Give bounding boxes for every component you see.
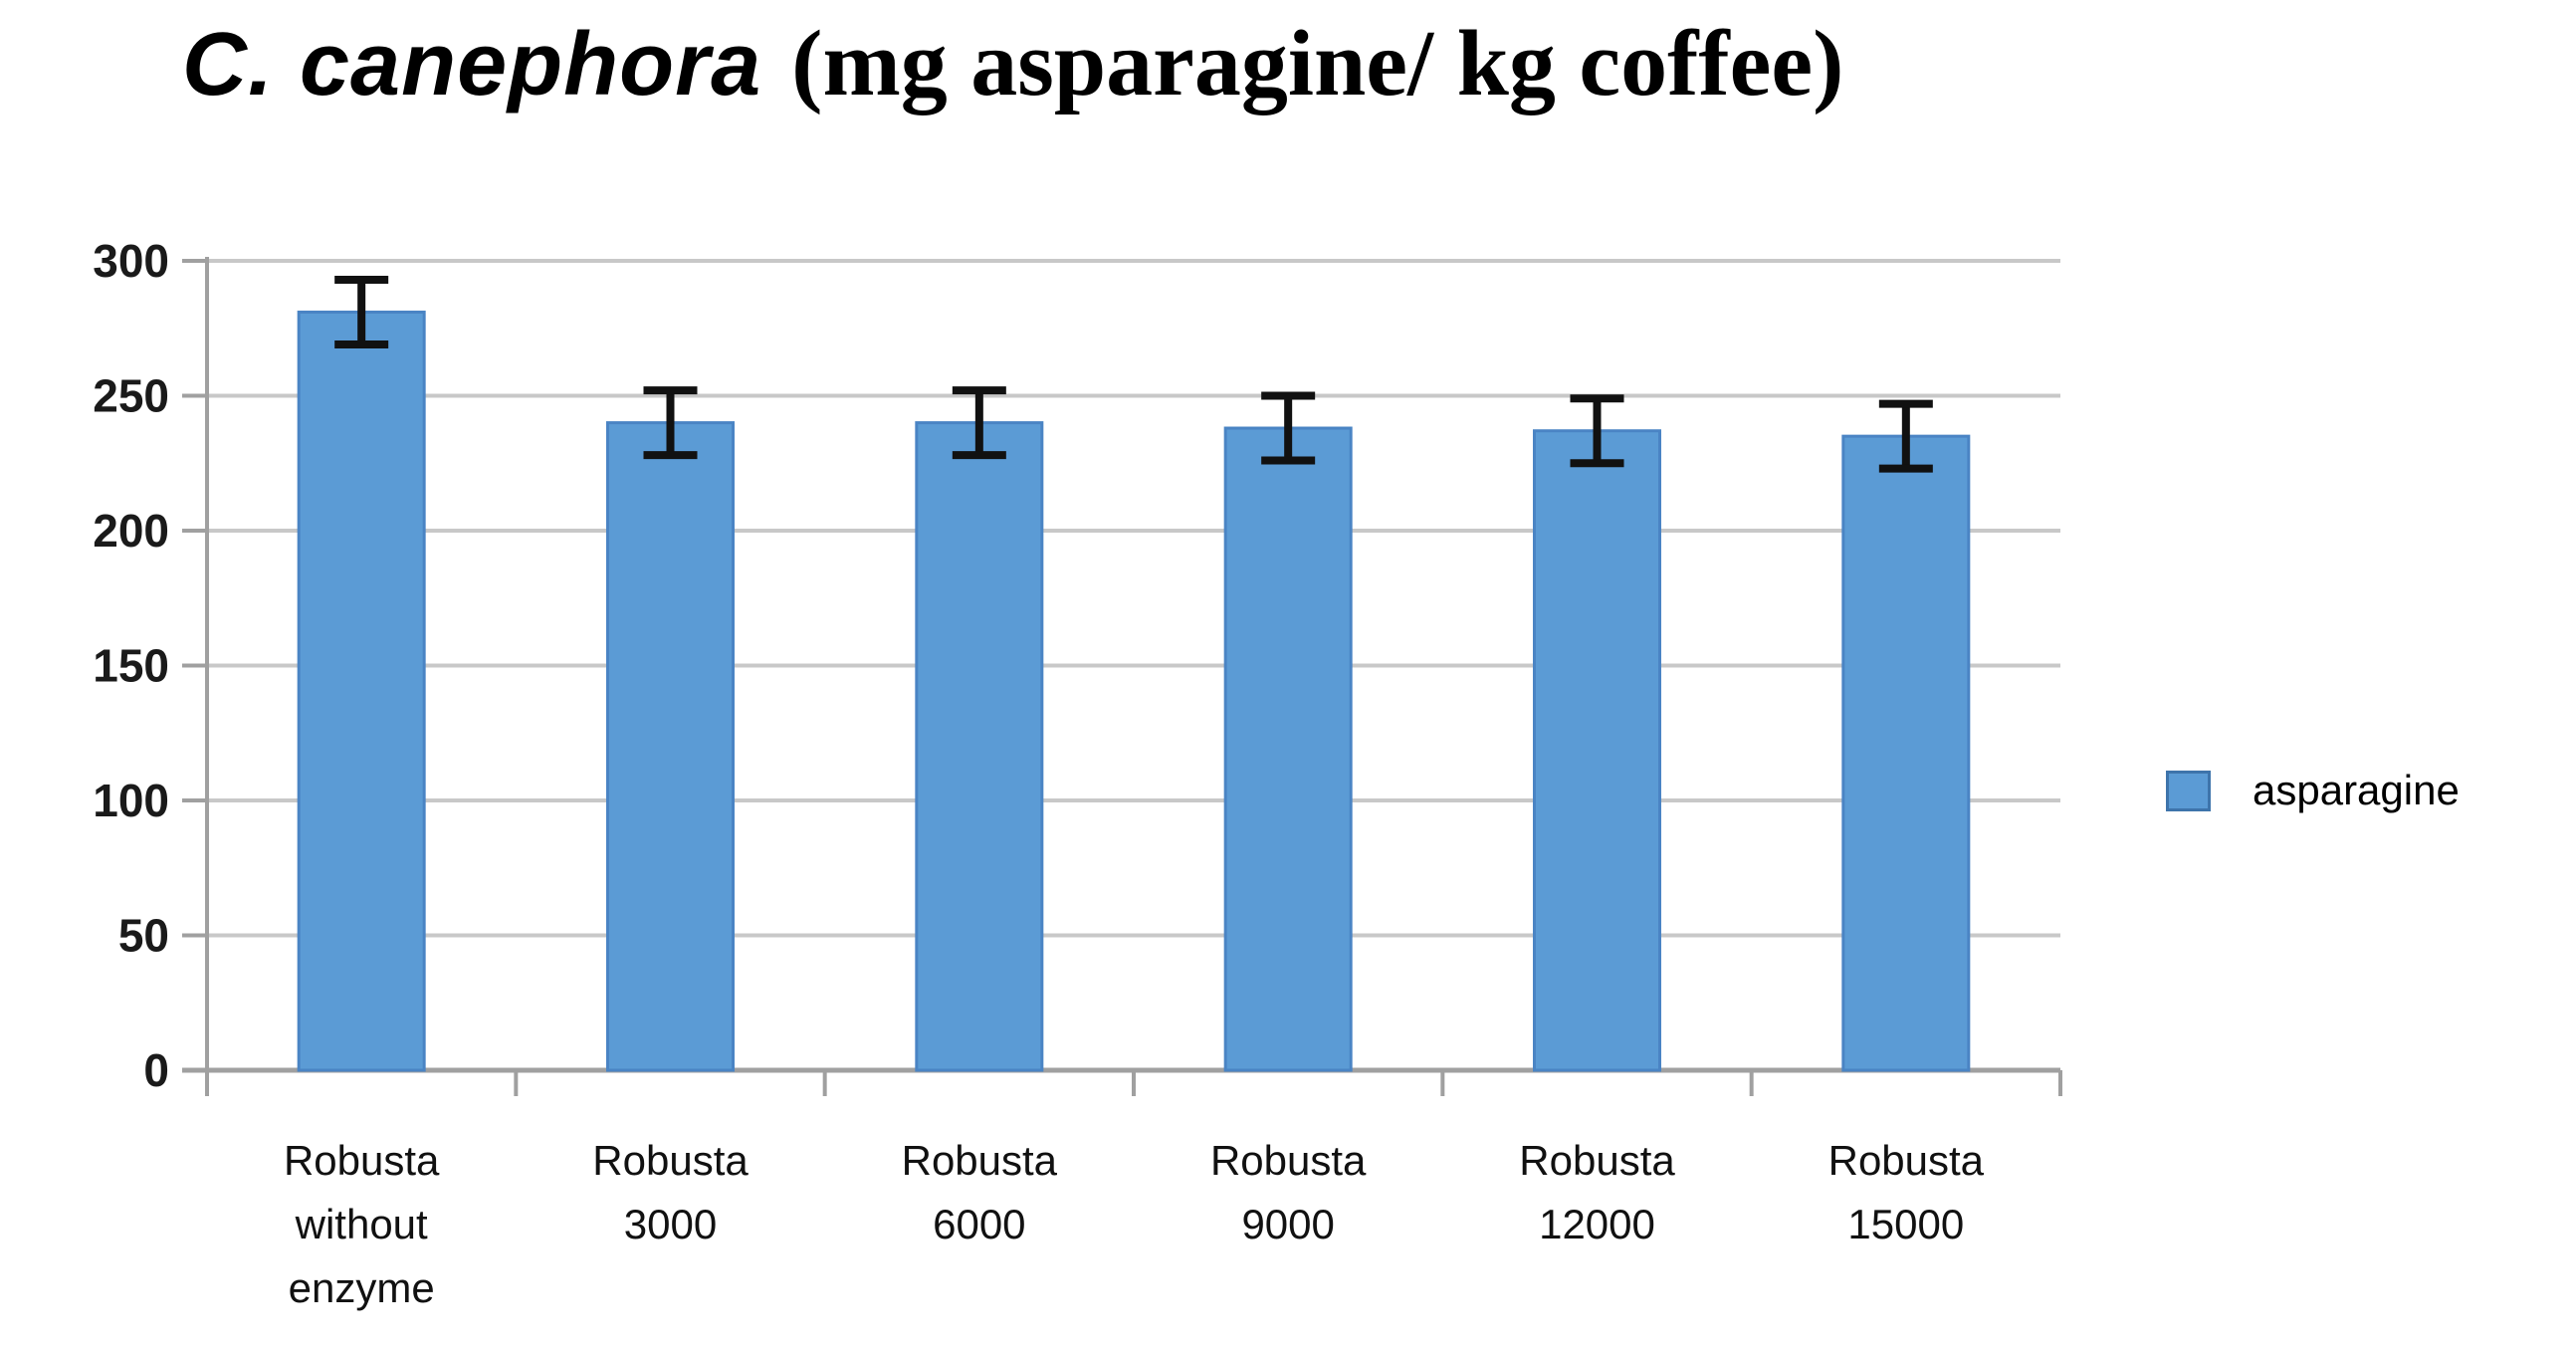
legend-swatch-asparagine <box>2166 770 2211 811</box>
x-category-label-4: Robusta 9000 <box>1210 1137 1367 1247</box>
bar-4 <box>1223 426 1353 1072</box>
y-tick-label-300: 300 <box>93 235 169 287</box>
x-category-label-2: Robusta 3000 <box>592 1137 749 1247</box>
bar-3 <box>915 421 1044 1072</box>
x-category-label-6: Robusta 15000 <box>1828 1137 1985 1247</box>
legend: asparagine <box>2166 767 2460 814</box>
y-tick-label-250: 250 <box>93 370 169 422</box>
title-units: (mg asparagine/ kg coffee) <box>791 12 1844 115</box>
x-category-label-1: Robusta without enzyme <box>284 1137 440 1311</box>
bar-2 <box>606 421 735 1072</box>
x-category-label-3: Robusta 6000 <box>902 1137 1058 1247</box>
title-species: C. canephora <box>182 15 762 114</box>
chart-title: C. canephora (mg asparagine/ kg coffee) <box>182 10 1843 117</box>
y-tick-label-50: 50 <box>118 910 169 962</box>
bar-6 <box>1841 434 1971 1072</box>
y-tick-label-0: 0 <box>143 1044 169 1096</box>
y-tick-label-200: 200 <box>93 505 169 557</box>
legend-label: asparagine <box>2253 767 2460 813</box>
bar-1 <box>297 310 426 1072</box>
y-tick-label-150: 150 <box>93 640 169 692</box>
x-category-label-5: Robusta 12000 <box>1519 1137 1675 1247</box>
y-tick-label-100: 100 <box>93 775 169 826</box>
bar-5 <box>1533 429 1661 1072</box>
